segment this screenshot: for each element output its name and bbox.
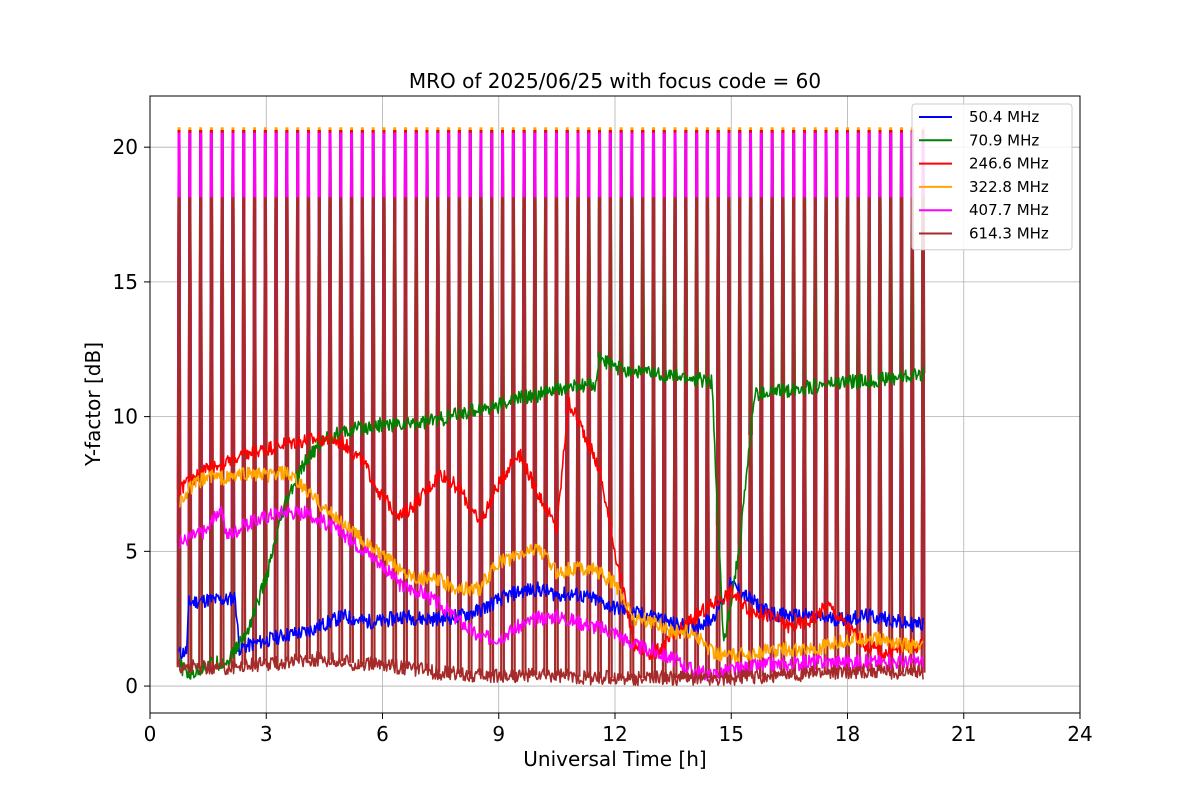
series-line-70-9-MHz: [178, 351, 924, 680]
x-tick-label: 24: [1067, 722, 1092, 746]
x-tick-label: 0: [144, 722, 157, 746]
x-tick-label: 18: [835, 722, 860, 746]
y-tick-label: 5: [125, 539, 138, 563]
x-tick-label: 9: [492, 722, 505, 746]
calibration-pulse-322-8-MHz: [176, 127, 926, 656]
y-axis: 0 5 10 15 20: [113, 135, 150, 698]
series-lines: [178, 351, 924, 687]
legend-label: 246.6 MHz: [969, 155, 1049, 173]
calibration-pulse-407-7-MHz: [176, 132, 926, 675]
y-tick-label: 0: [125, 674, 138, 698]
legend-label: 614.3 MHz: [969, 225, 1049, 243]
series-line-614-3-MHz: [178, 650, 924, 687]
legend-label: 322.8 MHz: [969, 178, 1049, 196]
series-line-322-8-MHz: [178, 465, 924, 664]
x-axis: 0 3 6 9 12 15 18 21 24: [144, 713, 1093, 746]
x-tick-label: 15: [719, 722, 744, 746]
calibration-pulses: [176, 127, 926, 679]
legend: 50.4 MHz 70.9 MHz 246.6 MHz 322.8 MHz 407.7 …: [911, 103, 1073, 251]
y-tick-label: 20: [113, 135, 138, 159]
x-tick-label: 21: [951, 722, 976, 746]
x-tick-label: 6: [376, 722, 389, 746]
y-axis-label: Y-factor [dB]: [81, 342, 105, 467]
plot-area: [176, 127, 926, 687]
legend-label: 407.7 MHz: [969, 201, 1049, 219]
y-tick-label: 15: [113, 270, 138, 294]
series-line-246-6-MHz: [178, 395, 924, 661]
x-axis-label: Universal Time [h]: [523, 747, 706, 771]
legend-label: 50.4 MHz: [969, 108, 1039, 126]
calibration-pulse-614-3-MHz: [176, 197, 926, 679]
x-tick-label: 12: [602, 722, 627, 746]
x-tick-label: 3: [260, 722, 273, 746]
series-line-50-4-MHz: [178, 576, 924, 660]
chart-title: MRO of 2025/06/25 with focus code = 60: [409, 69, 821, 93]
series-line-407-7-MHz: [178, 505, 924, 684]
calibration-pulse-246-6-MHz: [176, 130, 926, 654]
legend-label: 70.9 MHz: [969, 131, 1039, 149]
y-tick-label: 10: [113, 405, 138, 429]
